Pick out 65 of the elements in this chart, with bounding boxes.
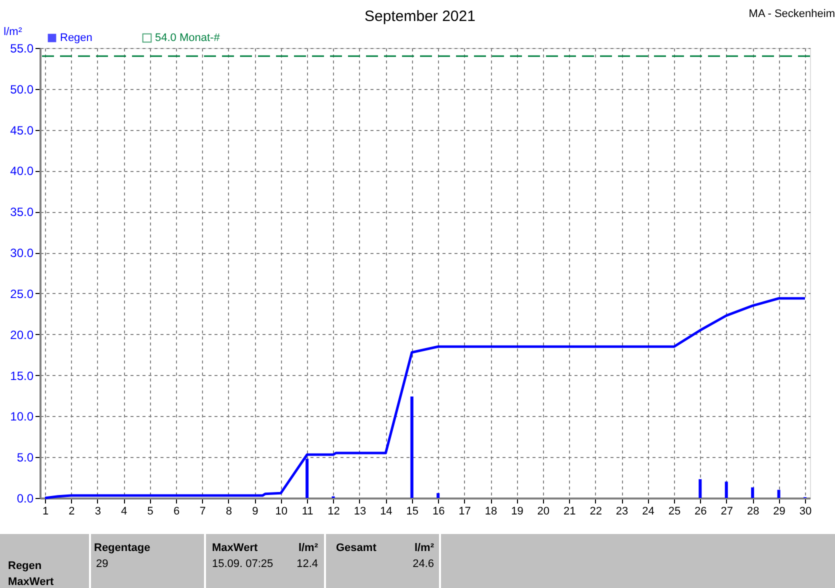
x-tick-label: 18 [484, 506, 498, 518]
y-tick-label: 5.0 [16, 450, 34, 465]
x-tick-label: 29 [773, 506, 786, 518]
text: 15.09. 07:25 [212, 558, 274, 570]
y-tick-label: 50.0 [10, 82, 34, 96]
bar [724, 482, 728, 498]
x-tick-label: 5 [147, 506, 154, 518]
x-tick-label: 22 [590, 506, 602, 518]
x-tick-label: 13 [354, 506, 366, 518]
x-tick-label: 19 [511, 506, 524, 518]
text: Regentage [94, 542, 150, 554]
text: l/m² [414, 542, 434, 554]
y-tick-label: 15.0 [10, 368, 34, 383]
y-axis-title: l/m² [4, 26, 22, 38]
y-tick-label: 10.0 [10, 410, 34, 424]
y-tick-label: 0.0 [16, 492, 34, 506]
x-tick-label: 3 [94, 506, 101, 518]
bar [410, 396, 414, 498]
x-tick-label: 30 [799, 506, 812, 518]
text: MA - Seckenheim [748, 8, 835, 20]
x-tick-label: 28 [746, 506, 760, 518]
line-series [44, 297, 806, 500]
x-tick-label: 7 [200, 506, 206, 518]
y-tick-label: 20.0 [10, 328, 34, 342]
x-tick-label: 23 [616, 506, 628, 518]
bar [436, 493, 440, 498]
legend-label: 54.0 Monat-# [155, 32, 221, 44]
x-tick-label: 11 [302, 506, 314, 518]
x-tick-label: 16 [432, 506, 445, 518]
text: Regen [8, 560, 42, 572]
x-tick-label: 17 [458, 506, 471, 518]
text: MaxWert [212, 542, 258, 554]
bar [751, 487, 754, 498]
x-tick-label: 12 [328, 506, 340, 518]
y-tick-label: 55.0 [10, 42, 34, 56]
text: MaxWert [8, 576, 54, 588]
y-tick-label: 40.0 [10, 164, 34, 178]
x-tick-label: 26 [694, 506, 707, 518]
x-tick-label: 20 [537, 506, 550, 518]
x-tick-label: 14 [380, 506, 392, 518]
text: 29 [96, 558, 108, 570]
x-tick-label: 24 [642, 506, 654, 518]
x-tick-label: 21 [564, 506, 576, 518]
legend-label: Regen [60, 32, 92, 44]
y-tick-label: 25.0 [10, 286, 34, 301]
y-tick-label: 35.0 [10, 205, 34, 220]
y-tick-label: 45.0 [10, 123, 34, 138]
chart-title: September 2021 [364, 8, 476, 25]
text: 12.4 [296, 558, 318, 570]
x-tick-label: 9 [252, 506, 258, 518]
x-tick-label: 6 [173, 506, 180, 518]
x-tick-label: 1 [42, 506, 49, 518]
x-tick-label: 4 [121, 506, 128, 518]
x-tick-label: 27 [720, 506, 734, 518]
x-tick-label: 2 [68, 506, 75, 518]
y-tick-label: 30.0 [10, 246, 34, 260]
x-tick-label: 8 [226, 506, 232, 518]
x-tick-label: 25 [668, 506, 681, 518]
text: Gesamt [336, 542, 377, 554]
x-tick-label: 10 [275, 506, 288, 518]
x-tick-label: 15 [406, 506, 419, 518]
bar [777, 490, 780, 498]
text: 24.6 [412, 558, 434, 570]
text: l/m² [298, 542, 318, 554]
bar [698, 479, 702, 498]
